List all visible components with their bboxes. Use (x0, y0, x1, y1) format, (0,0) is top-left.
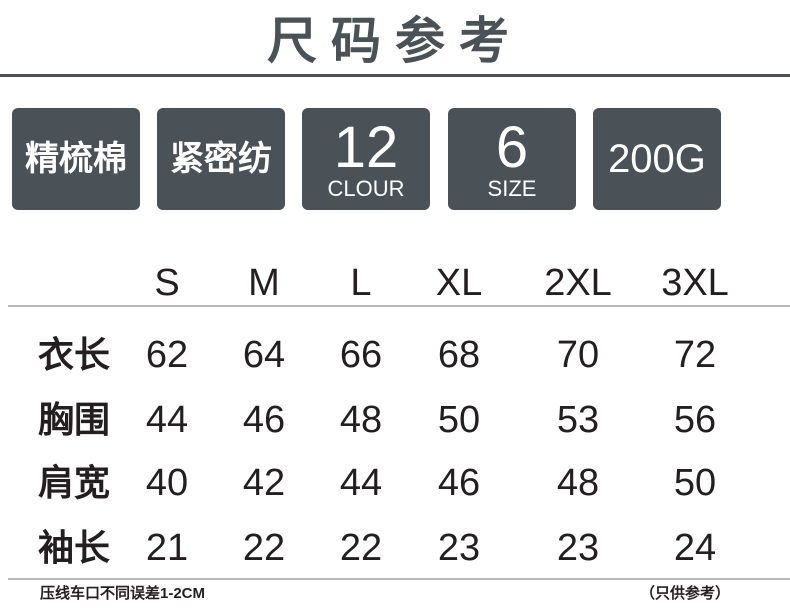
table-cell: 40 (145, 462, 189, 504)
badge-sizes: 6 SIZE (448, 108, 576, 210)
badge-text: 紧密纺 (170, 140, 272, 178)
badge-combed-cotton: 精梳棉 (12, 108, 140, 210)
table-cell: 50 (673, 462, 717, 504)
table-cell: 46 (242, 399, 286, 441)
table-cell: 66 (339, 334, 383, 376)
table-cell: 62 (145, 334, 189, 376)
table-cell: 72 (673, 334, 717, 376)
page-title: 尺码参考 (267, 13, 523, 69)
table-cell: 56 (673, 399, 717, 441)
table-cell: 23 (556, 527, 600, 569)
badge-caption: CLOUR (327, 176, 405, 201)
table-cell: 42 (242, 462, 286, 504)
footer-disclaimer: （只供参考） (640, 585, 731, 602)
row-label: 胸围 (38, 399, 111, 440)
size-header-2xl: 2XL (544, 262, 612, 304)
footer-divider (8, 578, 790, 580)
table-cell: 64 (242, 334, 286, 376)
badge-number: 12 (333, 115, 399, 180)
table-cell: 21 (145, 527, 189, 569)
size-header-3xl: 3XL (661, 262, 729, 304)
table-cell: 50 (437, 399, 481, 441)
table-cell: 46 (437, 462, 481, 504)
size-header-s: S (154, 262, 180, 304)
header-divider (8, 305, 790, 307)
badge-colors: 12 CLOUR (302, 108, 430, 210)
table-cell: 70 (556, 334, 600, 376)
footer-note: 压线车口不同误差1-2CM (40, 585, 206, 602)
row-label: 肩宽 (38, 462, 111, 503)
badge-compact-spinning: 紧密纺 (157, 108, 285, 210)
badge-text: 200G (608, 137, 706, 181)
row-label: 衣长 (38, 334, 111, 375)
size-header-m: M (248, 262, 280, 304)
size-header-l: L (350, 262, 372, 304)
badge-weight: 200G (593, 108, 721, 210)
table-cell: 23 (437, 527, 481, 569)
table-cell: 24 (673, 527, 717, 569)
table-cell: 48 (339, 399, 383, 441)
table-cell: 53 (556, 399, 600, 441)
badge-number: 6 (495, 115, 529, 180)
table-cell: 22 (339, 527, 383, 569)
table-cell: 48 (556, 462, 600, 504)
table-cell: 68 (437, 334, 481, 376)
badge-caption: SIZE (487, 176, 537, 201)
row-label: 袖长 (38, 527, 111, 568)
table-cell: 22 (242, 527, 286, 569)
size-header-xl: XL (435, 262, 483, 304)
title-divider (0, 74, 790, 77)
badge-text: 精梳棉 (25, 140, 127, 178)
table-cell: 44 (339, 462, 383, 504)
table-cell: 44 (145, 399, 189, 441)
